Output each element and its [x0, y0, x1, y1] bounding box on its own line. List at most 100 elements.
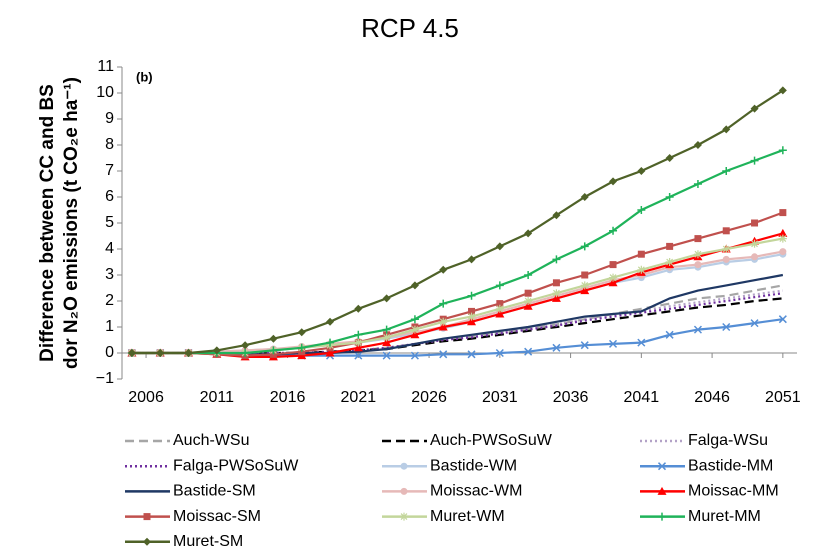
data-point — [297, 343, 306, 352]
series-line — [131, 89, 784, 355]
legend-item: Muret-MM — [640, 508, 761, 525]
data-point — [552, 255, 561, 264]
data-point — [523, 301, 533, 310]
y-tick-label: 10 — [96, 84, 114, 101]
data-point — [467, 350, 476, 359]
legend-item: Muret-SM — [125, 533, 243, 550]
data-point — [693, 250, 702, 259]
data-point — [693, 325, 702, 334]
data-point — [410, 281, 419, 290]
x-tick-label: 2041 — [624, 389, 660, 406]
data-point — [439, 299, 448, 308]
legend-label: Muret-SM — [173, 533, 243, 549]
legend-label: Muret-MM — [688, 508, 761, 525]
data-point — [665, 193, 674, 201]
legend-label: Falga-WSu — [688, 432, 768, 449]
series-line — [131, 250, 784, 355]
data-point — [722, 322, 731, 332]
data-point — [722, 125, 731, 134]
data-point — [608, 278, 618, 287]
y-label-line: dor N₂O emissions (t CO₂e ha⁻¹) — [61, 77, 82, 369]
data-point — [609, 273, 618, 282]
legend-marker — [143, 537, 151, 546]
data-point — [750, 156, 759, 165]
legend-item: Muret-WM — [382, 508, 505, 525]
data-point — [722, 167, 731, 175]
legend-label: Bastide-MM — [688, 457, 773, 474]
data-point — [665, 154, 674, 162]
data-point — [156, 349, 165, 357]
data-point — [637, 265, 646, 274]
data-point — [184, 349, 193, 357]
legend-marker — [400, 487, 408, 495]
data-point — [241, 349, 250, 357]
legend-label: Moissac-SM — [173, 508, 261, 525]
data-point — [580, 341, 589, 350]
data-point — [382, 351, 391, 360]
data-point — [325, 348, 335, 357]
data-point — [326, 317, 335, 326]
data-point — [637, 206, 646, 214]
legend-item: Auch-WSu — [125, 432, 249, 449]
data-point — [269, 334, 278, 343]
legend-item: Auch-PWSoSuW — [382, 432, 553, 449]
data-point — [410, 330, 420, 339]
data-point — [127, 349, 136, 357]
data-point — [778, 86, 787, 95]
data-point — [524, 297, 533, 305]
x-tick-label: 2016 — [270, 389, 306, 406]
x-tick-label: 2036 — [553, 389, 589, 406]
y-tick-label: 0 — [105, 344, 114, 361]
data-point — [751, 219, 759, 227]
legend-label: Muret-WM — [430, 508, 505, 525]
legend-marker — [658, 512, 666, 521]
data-point — [665, 258, 674, 266]
y-tick-label: 9 — [105, 110, 114, 127]
legend-label: Moissac-MM — [688, 483, 779, 500]
y-label: Difference between CC and BS dor N₂O emi… — [37, 77, 82, 369]
data-point — [609, 177, 618, 186]
data-point — [353, 343, 363, 352]
y-label-line: Difference between CC and BS — [37, 84, 58, 362]
data-point — [382, 325, 391, 334]
data-point — [779, 248, 787, 256]
data-point — [354, 338, 363, 347]
data-point — [722, 227, 730, 235]
legend-marker — [400, 512, 408, 521]
legend-label: Moissac-WM — [430, 483, 522, 500]
data-point — [495, 242, 504, 251]
data-point — [778, 146, 787, 155]
data-point — [241, 341, 250, 350]
data-point — [778, 315, 787, 324]
data-point — [382, 338, 392, 347]
data-point — [750, 319, 759, 328]
data-point — [439, 265, 448, 274]
legend-marker — [400, 462, 408, 470]
legend-label: Auch-WSu — [173, 432, 249, 449]
legend-item: Bastide-WM — [382, 457, 517, 474]
x-tick-label: 2051 — [765, 389, 801, 406]
data-point — [467, 317, 477, 326]
data-point — [354, 351, 363, 360]
data-point — [495, 309, 505, 318]
data-point — [722, 255, 730, 263]
legend-label: Bastide-WM — [430, 457, 517, 474]
series-line — [131, 292, 783, 355]
y-tick-label: 1 — [105, 318, 114, 335]
data-point — [551, 293, 561, 302]
x-tick-label: 2031 — [482, 389, 518, 406]
legend-item: Bastide-MM — [640, 457, 773, 474]
data-point — [439, 350, 448, 359]
data-point — [637, 250, 645, 258]
data-point — [524, 229, 533, 238]
data-point — [580, 242, 589, 251]
y-tick-label: −1 — [96, 370, 114, 387]
data-point — [609, 339, 618, 348]
data-point — [694, 261, 702, 269]
data-point — [382, 333, 391, 342]
legend-label: Bastide-SM — [173, 483, 256, 500]
data-point — [666, 242, 674, 250]
data-point — [438, 322, 448, 331]
data-point — [552, 211, 561, 220]
